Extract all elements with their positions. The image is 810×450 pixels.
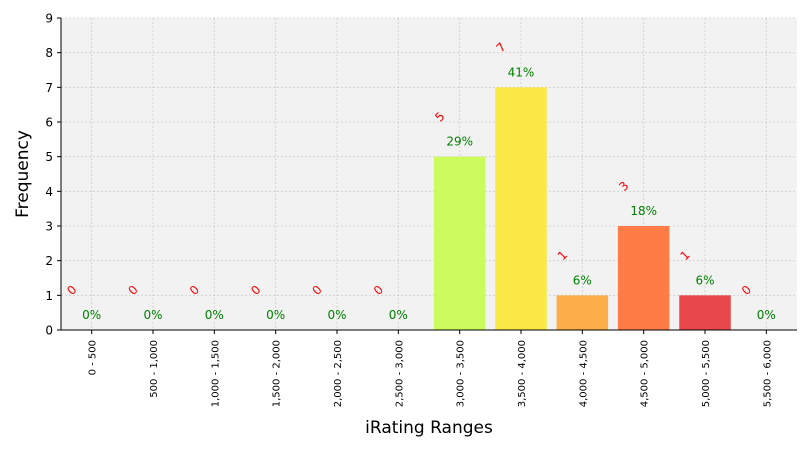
x-tick-label: 1,000 - 1,500 <box>210 340 221 407</box>
y-tick-label: 8 <box>45 46 53 60</box>
y-tick-label: 3 <box>45 220 53 234</box>
percent-label: 0% <box>266 308 285 322</box>
x-axis-title: iRating Ranges <box>365 418 493 438</box>
percent-label: 0% <box>143 308 162 322</box>
y-tick-label: 1 <box>45 289 53 303</box>
y-tick-label: 2 <box>45 254 53 268</box>
y-tick-label: 6 <box>45 116 53 130</box>
bar <box>433 156 486 330</box>
x-tick-label: 4,500 - 5,000 <box>640 340 651 407</box>
x-tick-label: 2,500 - 3,000 <box>394 340 405 407</box>
bar <box>556 295 609 330</box>
x-tick-label: 1,500 - 2,000 <box>272 340 283 407</box>
y-tick-label: 0 <box>45 324 53 338</box>
y-tick-label: 4 <box>45 185 53 199</box>
percent-label: 0% <box>205 308 224 322</box>
percent-label: 6% <box>573 273 592 287</box>
y-tick-label: 7 <box>45 81 53 95</box>
percent-label: 0% <box>757 308 776 322</box>
y-tick-label: 5 <box>45 150 53 164</box>
x-tick-label: 2,000 - 2,500 <box>333 340 344 407</box>
x-tick-label: 5,500 - 6,000 <box>762 340 773 407</box>
percent-label: 18% <box>630 204 657 218</box>
x-tick-label: 500 - 1,000 <box>149 340 160 398</box>
bar-labels: 0%00%00%00%00%00%029%541%76%118%36%10%0 <box>64 40 776 322</box>
bar <box>679 295 731 330</box>
x-tick-label: 4,000 - 4,500 <box>578 340 589 407</box>
x-tick-label: 3,500 - 4,000 <box>517 340 528 407</box>
x-tick-label: 0 - 500 <box>88 340 99 375</box>
x-tick-label: 3,000 - 3,500 <box>456 340 467 407</box>
percent-label: 41% <box>508 65 535 79</box>
percent-label: 0% <box>327 308 346 322</box>
percent-label: 29% <box>446 135 473 149</box>
bar <box>495 87 547 330</box>
axes: 0 1 2 3 4 5 6 7 8 9 0 - 500 500 - 1,000 1,000 - 1,50… <box>45 12 797 407</box>
y-tick-label: 9 <box>45 12 53 26</box>
plot-area <box>61 18 797 330</box>
bar <box>617 226 670 330</box>
percent-label: 0% <box>389 308 408 322</box>
bars <box>433 87 731 330</box>
percent-label: 6% <box>695 273 714 287</box>
y-axis-title: Frequency <box>13 130 33 218</box>
percent-label: 0% <box>82 308 101 322</box>
x-tick-label: 5,000 - 5,500 <box>701 340 712 407</box>
